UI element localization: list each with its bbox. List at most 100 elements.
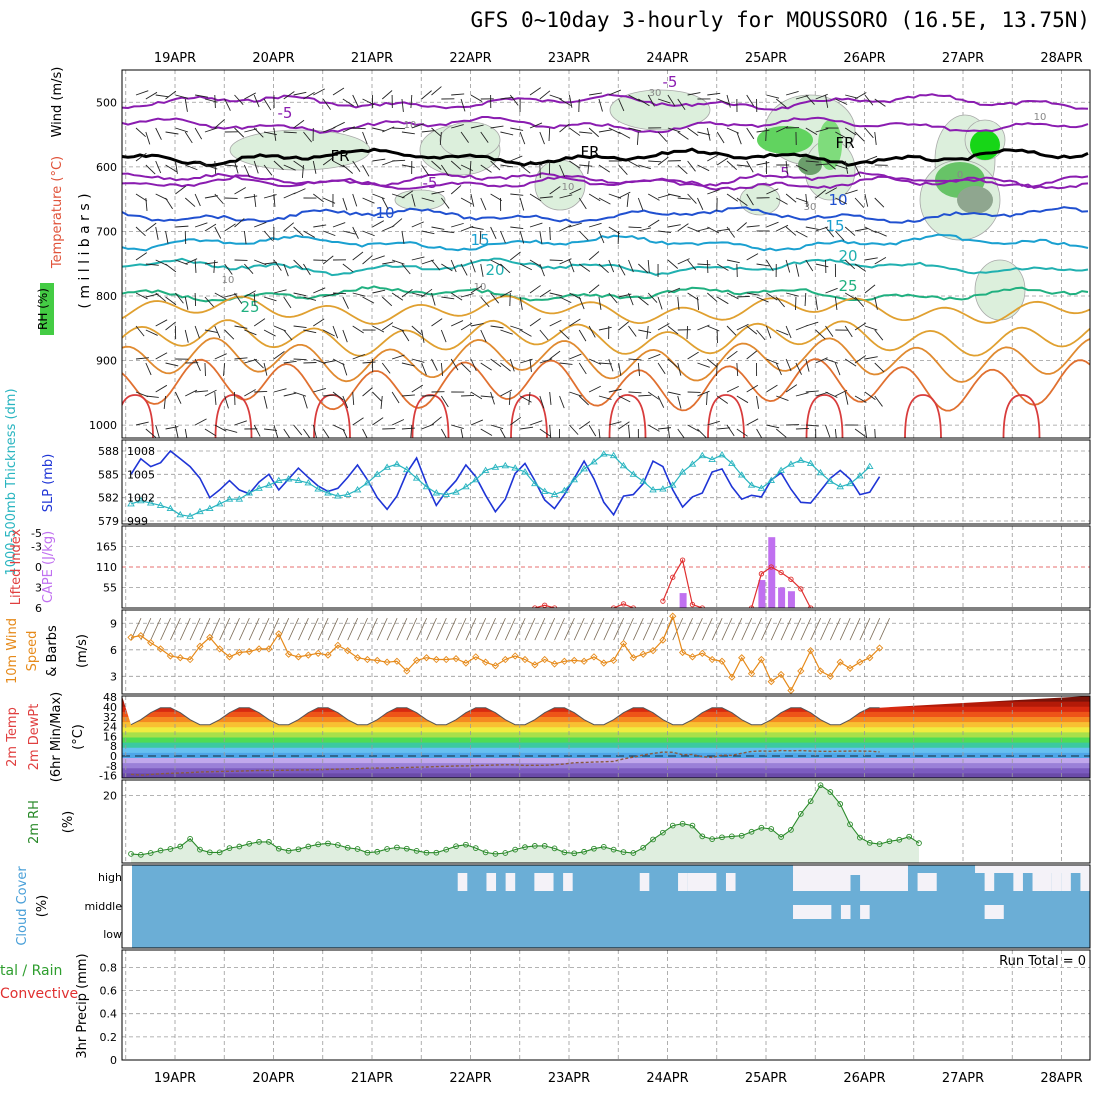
wind-barb [313,193,324,203]
wind-speed-marker [659,636,667,644]
wind-barbs-axis-label: & Barbs [45,625,60,677]
wind-barb [263,362,268,376]
wind-barb [352,160,361,173]
wind-barb [805,127,818,136]
thickness-marker [186,512,194,519]
wind-barb [647,219,660,228]
surface-wind-barb [229,617,240,641]
isotherm-line-hot [805,394,844,438]
rh-marker [640,844,647,851]
isotherm-label: 15 [825,217,844,235]
wind-barb [608,358,614,372]
wind-speed-marker [324,651,332,659]
thickness-marker [649,486,657,493]
wind-barb [549,292,563,297]
wind-barb [805,424,819,427]
wind-barb [441,230,455,234]
wind-speed-marker [560,657,569,665]
surface-wind-barb [317,617,329,641]
wind-barb [726,160,738,170]
temp-axis-label: 2m DewPt [27,704,42,771]
wind-barb [854,428,866,438]
wind-barb [509,94,519,106]
wind-barb [618,421,630,430]
wind-speed-marker [688,653,697,661]
wind-speed-marker [472,653,480,661]
wind-barb [854,164,861,177]
wind-barb [697,428,707,438]
cape-bar [778,587,786,608]
wind-barb [283,222,295,232]
wind-barb [313,318,325,327]
wind-barb [667,358,679,368]
temp-band [122,731,1090,738]
rh2m-unit-label: (%) [61,811,76,834]
wind-barb [736,362,739,377]
wind-barb [401,98,404,112]
wind-barb [638,296,649,306]
wind-barb [874,428,876,438]
rh-marker [620,849,627,855]
wind-barb [410,94,413,109]
wind-barb [194,358,201,372]
wind-barb [697,131,711,136]
wind-speed-marker [127,633,135,642]
wind-speed-marker [541,655,549,664]
wind-barb [716,131,725,144]
thickness-marker [255,484,263,491]
rh-marker [354,846,361,852]
y-tick-label: 3 [110,670,117,683]
wind-barb [756,263,770,267]
wind-speed-marker [777,670,785,679]
wind-barb [135,226,146,237]
wind-unit-label: (m/s) [75,634,90,668]
wind-barb [145,222,157,232]
temp-axis-label: (°C) [71,724,86,750]
y-tick-label: 900 [96,355,117,368]
rh-marker [610,846,617,853]
wind-barb [795,164,808,172]
wind-barb [539,263,545,277]
wind-speed-marker [275,630,283,638]
wind-barb [587,160,590,174]
wind-barb [785,384,798,393]
wind-speed-marker [383,658,391,666]
top-date-label: 26APR [843,51,885,66]
wind-barb [519,230,525,244]
wind-barb [135,193,148,202]
thickness-marker [403,465,411,473]
temp-band [122,747,1090,753]
wind-barb [450,292,463,301]
wind-barb [717,427,731,430]
isotherm-label: FR [330,147,349,165]
wind-barb [677,164,688,175]
wind-barb [322,428,330,438]
wind-barb [165,362,179,367]
wind-barb [273,160,284,171]
wind-barb [332,325,339,339]
wind-barb [588,424,597,437]
y-tick-label: 48 [103,691,117,704]
wind-barb [283,164,296,171]
wind-barb [864,284,876,294]
wind-barb [854,296,865,308]
wind-barb [529,259,542,267]
wind-barb [194,193,201,207]
run-total-label: Run Total = 0 [999,954,1086,969]
wind-speed-axis-label: Speed [25,631,40,672]
isotherm-line-hot [707,394,745,438]
wind-barb [332,358,345,366]
wind-barb [825,287,838,294]
wind-barb [135,152,147,162]
thickness-marker [225,495,234,502]
surface-wind-barb [859,617,871,641]
thickness-marker [471,475,480,483]
wind-speed-marker [836,658,844,666]
wind-barb [421,164,430,176]
wind-barb [401,329,410,342]
wind-barb [253,292,256,307]
rh-marker [216,849,223,856]
wind-barb [578,421,591,430]
wind-barb [174,160,178,174]
thickness-marker [737,471,746,478]
